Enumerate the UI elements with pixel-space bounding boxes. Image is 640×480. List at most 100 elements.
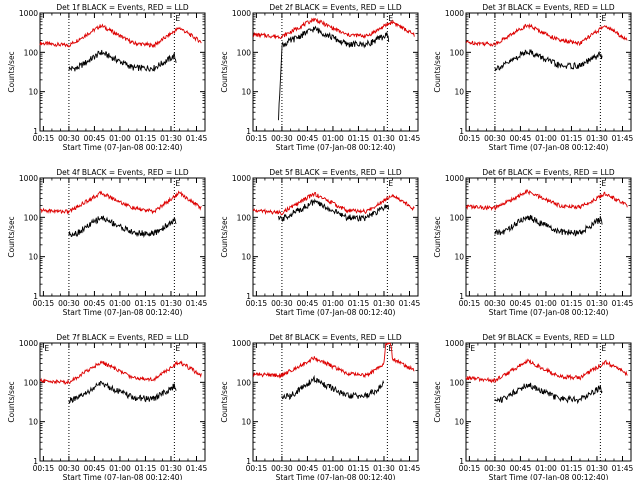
- x-tick-label: 00:15: [459, 464, 481, 473]
- y-tick-label: 1: [246, 292, 251, 301]
- y-tick-label: 1000: [19, 174, 38, 183]
- y-tick-label: 10: [28, 418, 38, 427]
- y-tick-label: 100: [450, 378, 465, 387]
- x-tick-label: 01:45: [612, 464, 634, 473]
- marker-label: E: [175, 179, 180, 188]
- x-axis-label: Start Time (07-Jan-08 00:12:40): [489, 143, 609, 152]
- panel-title: Det 1f BLACK = Events, RED = LLD: [56, 3, 189, 12]
- x-axis-label: Start Time (07-Jan-08 00:12:40): [276, 308, 396, 317]
- y-tick-label: 100: [237, 213, 252, 222]
- y-tick-label: 1000: [19, 9, 38, 18]
- y-tick-label: 10: [454, 88, 464, 97]
- y-tick-label: 1: [459, 127, 464, 136]
- y-tick-label: 1000: [19, 339, 38, 348]
- plot-frame: [252, 342, 419, 462]
- y-tick-label: 100: [237, 48, 252, 57]
- series-lld-line: [39, 23, 202, 49]
- y-tick-label: 1: [246, 127, 251, 136]
- plot-frame: [465, 177, 632, 297]
- series-lld-line: [252, 17, 415, 40]
- x-tick-label: 00:45: [297, 464, 319, 473]
- series-events-line: [494, 214, 603, 237]
- x-tick-label: 00:15: [33, 134, 55, 143]
- x-tick-label: 01:15: [348, 299, 370, 308]
- y-axis-label: Counts/sec: [433, 381, 442, 422]
- marker-label: E: [388, 344, 393, 353]
- y-tick-label: 1000: [445, 9, 464, 18]
- x-tick-label: 01:15: [561, 134, 583, 143]
- x-tick-label: 00:30: [484, 134, 506, 143]
- series-lld-line: [466, 23, 628, 47]
- y-tick-label: 100: [450, 213, 465, 222]
- series-lld-line: [252, 191, 415, 216]
- x-tick-label: 01:00: [535, 464, 557, 473]
- series-lld-line: [40, 360, 202, 385]
- plot-frame: [252, 12, 419, 132]
- y-tick-label: 1000: [445, 174, 464, 183]
- panel-det-9f: Det 9f BLACK = Events, RED = LLD Counts/s…: [433, 333, 634, 480]
- marker-label: E: [175, 14, 180, 23]
- x-tick-label: 01:00: [535, 134, 557, 143]
- x-tick-label: 01:30: [160, 464, 182, 473]
- y-tick-label: 1: [33, 292, 38, 301]
- x-tick-label: 00:45: [297, 134, 319, 143]
- series-lld-line: [252, 342, 415, 379]
- x-tick-label: 01:45: [399, 464, 421, 473]
- x-tick-label: 01:00: [322, 134, 344, 143]
- marker-label: E: [601, 14, 606, 23]
- x-axis-label: Start Time (07-Jan-08 00:12:40): [63, 143, 183, 152]
- x-tick-label: 00:15: [459, 134, 481, 143]
- x-tick-label: 00:45: [510, 134, 532, 143]
- x-tick-label: 01:30: [373, 299, 395, 308]
- y-tick-label: 10: [28, 253, 38, 262]
- y-axis-label: Counts/sec: [220, 51, 229, 92]
- x-tick-label: 01:45: [186, 464, 208, 473]
- x-tick-label: 01:45: [399, 299, 421, 308]
- panel-det-6f: Det 6f BLACK = Events, RED = LLD Counts/s…: [433, 168, 634, 317]
- x-tick-label: 01:45: [612, 134, 634, 143]
- x-tick-label: 00:15: [246, 134, 268, 143]
- x-axis-label: Start Time (07-Jan-08 00:12:40): [276, 143, 396, 152]
- x-tick-label: 00:30: [484, 299, 506, 308]
- x-tick-label: 00:15: [459, 299, 481, 308]
- x-tick-label: 00:45: [510, 299, 532, 308]
- x-tick-label: 01:15: [135, 134, 157, 143]
- series-events-line: [494, 382, 603, 405]
- x-tick-label: 01:00: [109, 299, 131, 308]
- x-tick-label: 00:45: [84, 464, 106, 473]
- y-tick-label: 1: [246, 457, 251, 466]
- y-tick-label: 10: [241, 88, 251, 97]
- y-axis-label: Counts/sec: [433, 216, 442, 257]
- marker-label: E: [44, 344, 49, 353]
- series-lld-line: [465, 358, 628, 384]
- y-axis-label: Counts/sec: [7, 51, 16, 92]
- y-tick-label: 100: [450, 48, 465, 57]
- plot-frame: [39, 12, 206, 132]
- marker-label: E: [470, 344, 475, 353]
- x-tick-label: 01:15: [348, 464, 370, 473]
- y-tick-label: 1000: [232, 174, 251, 183]
- x-tick-label: 00:30: [271, 299, 293, 308]
- x-tick-label: 01:30: [160, 299, 182, 308]
- y-tick-label: 1: [459, 292, 464, 301]
- x-tick-label: 01:15: [135, 464, 157, 473]
- y-tick-label: 100: [24, 213, 39, 222]
- x-tick-label: 00:45: [510, 464, 532, 473]
- x-tick-label: 01:45: [612, 299, 634, 308]
- x-tick-label: 01:45: [399, 134, 421, 143]
- x-tick-label: 01:15: [348, 134, 370, 143]
- x-tick-label: 00:30: [271, 134, 293, 143]
- panel-title: Det 9f BLACK = Events, RED = LLD: [482, 333, 615, 342]
- x-tick-label: 01:00: [322, 464, 344, 473]
- x-tick-label: 01:30: [160, 134, 182, 143]
- x-axis-label: Start Time (07-Jan-08 00:12:40): [489, 308, 609, 317]
- x-tick-label: 00:30: [271, 464, 293, 473]
- plot-frame: [465, 12, 632, 132]
- marker-label: E: [388, 179, 393, 188]
- panel-title: Det 6f BLACK = Events, RED = LLD: [482, 168, 615, 177]
- y-tick-label: 1: [459, 457, 464, 466]
- x-tick-label: 00:45: [84, 299, 106, 308]
- panel-det-5f: Det 5f BLACK = Events, RED = LLD Counts/s…: [220, 168, 421, 317]
- x-tick-label: 01:45: [186, 134, 208, 143]
